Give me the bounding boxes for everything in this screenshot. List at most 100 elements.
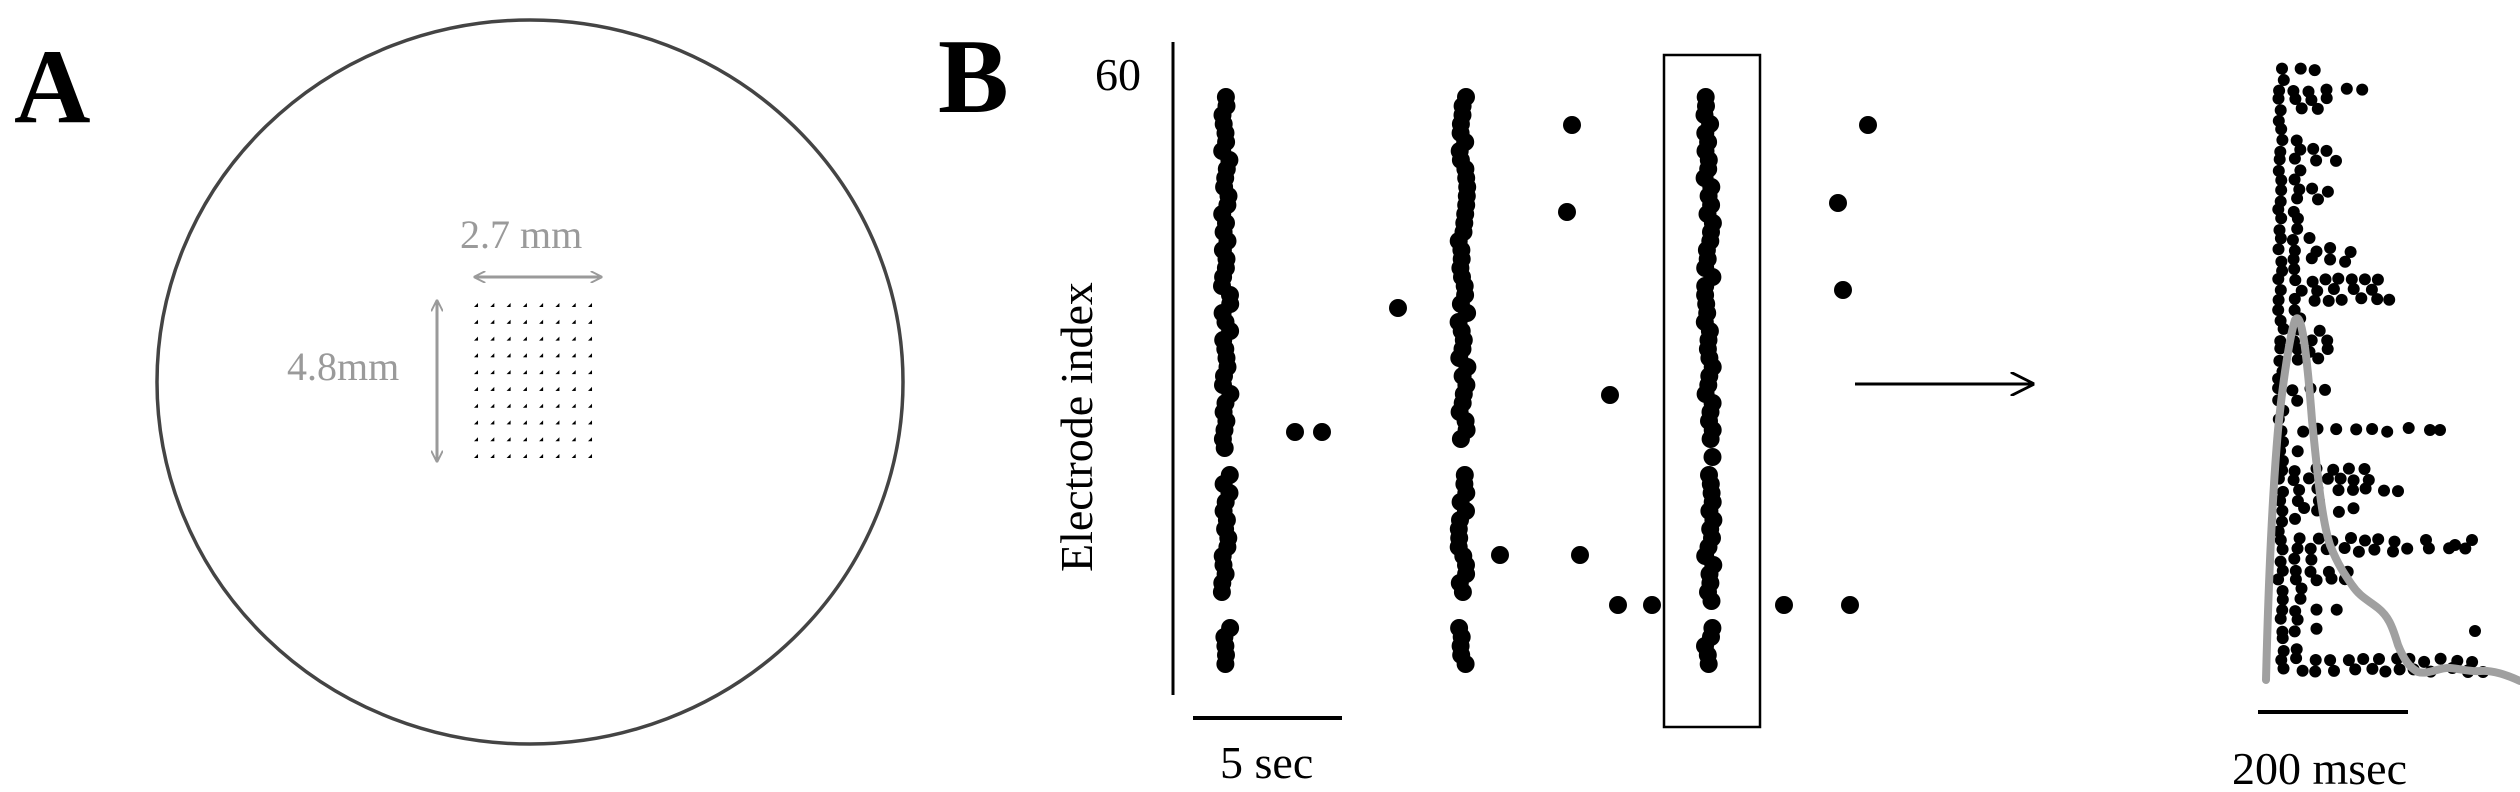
spike-dot [2392,485,2404,498]
electrode [506,353,511,358]
spike-dot [1701,430,1720,448]
spike-dot [2293,484,2306,497]
electrode [474,319,479,324]
electrode [539,437,544,442]
electrode [490,370,495,375]
spike-dot [2319,273,2332,286]
electrode [490,336,495,341]
spike-dot [2295,284,2308,297]
spike-dot [2274,555,2287,568]
spike-dot [1703,448,1722,466]
spike-dot [2287,473,2300,486]
electrode [588,303,593,308]
electrode [490,386,495,391]
electrode [506,454,511,459]
spike-dot [2295,582,2308,595]
spike-dot [2340,82,2353,95]
width-label: 2.7 mm [460,212,582,257]
electrode [555,353,560,358]
panel-b-letter: B [938,18,1009,135]
spike-dot [2358,463,2371,476]
spike-dot [2308,64,2321,77]
electrode [571,454,576,459]
spike-dot [2274,534,2287,547]
electrode [490,437,495,442]
spike-dot [2272,243,2285,256]
spike-dot [1451,430,1470,448]
electrode [506,386,511,391]
spike-dot [1775,596,1793,614]
spike-dot [2294,62,2307,75]
electrode [555,454,560,459]
electrode [588,370,593,375]
spike-dot [1215,439,1234,457]
spike-dot [2311,284,2324,297]
electrode [474,403,479,408]
spike-dot [2449,539,2461,551]
electrode [474,454,479,459]
spike-dot [2272,273,2285,286]
electrode [474,336,479,341]
height-dimension: 4.8mm [287,302,437,460]
electrode [555,420,560,425]
electrode [571,336,576,341]
spike-dot [2359,534,2371,547]
spike-dot [2272,293,2285,306]
spike-dot [2339,255,2352,268]
spike-dot [2274,342,2287,355]
spike-dot [2313,324,2326,337]
electrode [474,386,479,391]
spike-dot [2325,572,2338,585]
spike-dot [2275,212,2288,225]
spike-dot [1558,203,1576,221]
spike-dot [2321,185,2334,198]
spike-dot [2320,83,2333,96]
spike-dot [2345,532,2357,545]
spike-dot [2303,472,2315,485]
electrode [571,370,576,375]
electrode [522,403,527,408]
selected-burst-box [1662,53,1762,729]
spike-dot [2332,272,2345,285]
electrode [539,420,544,425]
spike-dot [2466,534,2478,546]
spike-dot [2289,573,2302,586]
spike-dot [1841,596,1859,614]
spike-dot [2324,654,2337,667]
electrode [588,386,593,391]
electrode [474,437,479,442]
electrode [539,336,544,341]
spike-dot [2305,334,2318,347]
electrode [490,454,495,459]
electrode [588,403,593,408]
electrode [490,420,495,425]
spike-dot [2273,153,2286,166]
spike-dot [2330,154,2342,167]
electrode [555,303,560,308]
spike-dot [2286,233,2299,246]
spike-dot [2294,164,2307,177]
spike-dot [2305,553,2318,566]
spike-dot [2305,94,2318,107]
spike-dot [2297,425,2310,438]
spike-dot [2366,662,2379,675]
spike-dot [2286,384,2299,397]
spike-dot [2291,342,2304,355]
electrode [490,303,495,308]
electrode [522,336,527,341]
spike-dot [2381,425,2394,438]
spike-dot [2276,593,2289,606]
spike-dot [2418,655,2431,668]
spike-dot [2298,502,2311,515]
electrode [588,420,593,425]
electrode [539,403,544,408]
spike-dot [2290,652,2303,665]
spike-dot [2272,164,2285,177]
spike-dot [2288,292,2301,305]
spike-dot [2276,515,2288,528]
spike-dot [2272,92,2285,105]
spike-dot [2295,102,2308,115]
spike-dot [2321,342,2334,355]
electrode [539,303,544,308]
spike-dot [2368,543,2381,556]
